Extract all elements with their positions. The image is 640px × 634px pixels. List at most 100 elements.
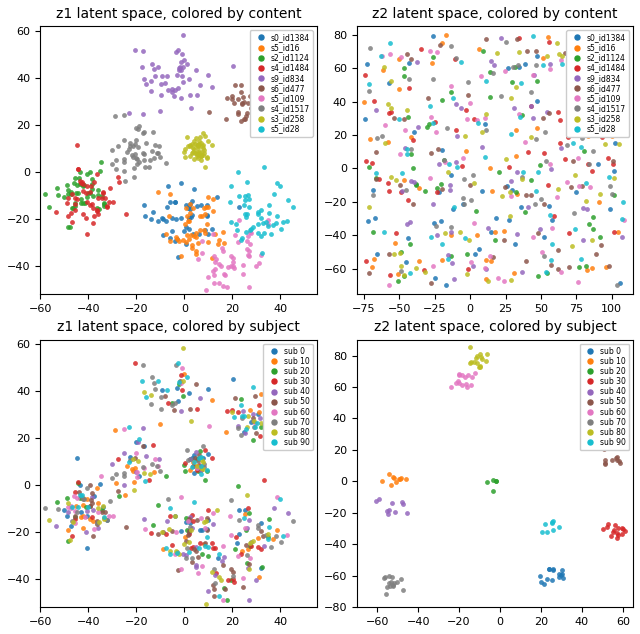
Point: [542, 51, 552, 61]
Point: [481, 125, 491, 135]
Point: [564, 228, 574, 238]
Point: [193, 140, 204, 150]
Point: [420, 186, 430, 196]
Point: [228, 576, 239, 586]
Point: [371, 167, 381, 178]
Point: [256, 231, 266, 241]
Point: [385, 103, 396, 113]
Point: [228, 60, 239, 70]
Point: [63, 193, 73, 204]
Point: [199, 148, 209, 158]
Point: [383, 78, 394, 88]
Point: [124, 457, 134, 467]
Point: [287, 202, 298, 212]
Point: [264, 522, 274, 532]
Point: [241, 212, 251, 222]
Point: [441, 30, 451, 40]
Point: [383, 98, 393, 108]
Point: [399, 114, 409, 124]
Point: [232, 538, 243, 548]
Point: [186, 212, 196, 222]
Point: [485, 93, 495, 103]
Point: [580, 178, 591, 188]
Point: [147, 372, 157, 382]
Point: [87, 174, 97, 184]
Point: [168, 91, 179, 101]
Point: [500, 66, 510, 76]
Point: [536, 578, 547, 588]
Point: [190, 148, 200, 158]
Point: [84, 200, 95, 210]
Point: [244, 194, 254, 204]
Point: [525, 87, 536, 98]
Point: [258, 217, 268, 228]
Point: [182, 455, 193, 465]
Point: [528, 231, 538, 242]
Point: [228, 261, 238, 271]
Point: [426, 232, 436, 242]
Point: [446, 87, 456, 98]
Point: [172, 234, 182, 244]
Point: [98, 187, 108, 197]
Point: [541, 268, 552, 278]
Point: [199, 225, 209, 235]
Point: [406, 54, 416, 64]
Point: [474, 44, 484, 55]
Point: [532, 271, 543, 281]
Point: [391, 477, 401, 488]
Point: [156, 403, 166, 413]
Point: [144, 475, 154, 485]
Point: [385, 75, 396, 86]
Point: [257, 249, 268, 259]
Point: [93, 498, 104, 508]
Point: [191, 379, 201, 389]
Point: [63, 502, 73, 512]
Point: [198, 453, 209, 463]
Point: [499, 276, 509, 286]
Point: [460, 372, 470, 382]
Point: [446, 81, 456, 91]
Point: [93, 503, 103, 514]
Point: [195, 211, 205, 221]
Point: [63, 536, 73, 546]
Point: [52, 183, 62, 193]
Point: [122, 461, 132, 471]
Point: [412, 56, 422, 67]
Point: [425, 101, 435, 111]
Point: [99, 512, 109, 522]
Point: [573, 181, 584, 191]
Point: [379, 573, 389, 583]
Point: [536, 194, 546, 204]
Point: [194, 139, 204, 150]
Point: [515, 202, 525, 212]
Point: [499, 235, 509, 245]
Point: [514, 108, 524, 119]
Point: [511, 151, 521, 161]
Point: [70, 200, 81, 210]
Point: [121, 522, 131, 533]
Point: [207, 453, 217, 463]
Point: [399, 271, 409, 281]
Point: [386, 107, 396, 117]
Point: [189, 154, 199, 164]
Point: [127, 465, 138, 476]
Point: [463, 370, 473, 380]
Point: [609, 174, 619, 184]
Point: [612, 50, 622, 60]
Point: [255, 422, 266, 432]
Point: [223, 262, 233, 272]
Point: [182, 372, 192, 382]
Point: [192, 201, 202, 211]
Point: [157, 527, 168, 538]
Title: z2 latent space, colored by subject: z2 latent space, colored by subject: [374, 320, 616, 335]
Point: [139, 149, 149, 159]
Point: [545, 164, 556, 174]
Point: [196, 561, 207, 571]
Point: [196, 469, 206, 479]
Point: [540, 199, 550, 209]
Point: [397, 585, 408, 595]
Point: [118, 448, 129, 458]
Point: [408, 135, 418, 145]
Point: [78, 511, 88, 521]
Point: [430, 117, 440, 127]
